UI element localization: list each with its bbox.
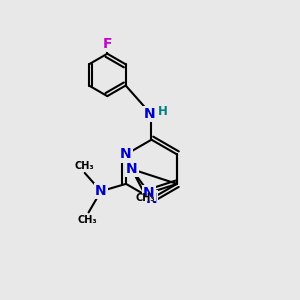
Text: N: N: [143, 107, 155, 121]
Text: N: N: [146, 192, 157, 206]
Text: CH₃: CH₃: [77, 215, 97, 225]
Text: F: F: [103, 37, 112, 51]
Text: N: N: [126, 162, 137, 176]
Text: CH₃: CH₃: [75, 161, 94, 172]
Text: N: N: [143, 186, 155, 200]
Text: N: N: [120, 147, 132, 161]
Text: CH₃: CH₃: [135, 193, 155, 203]
Text: N: N: [95, 184, 107, 198]
Text: H: H: [158, 105, 168, 118]
